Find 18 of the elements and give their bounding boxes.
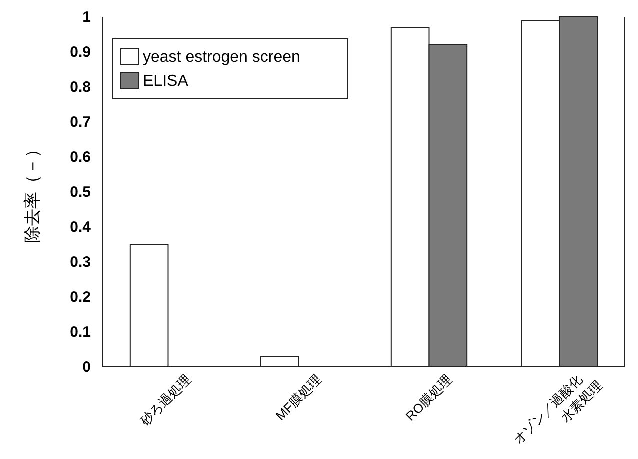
y-axis-title: 除去率（－） (23, 141, 42, 243)
legend-label: ELISA (143, 73, 189, 90)
y-tick-label: 0 (82, 358, 91, 376)
y-tick-label: 0.5 (70, 184, 91, 201)
y-tick-label: 0.4 (70, 218, 92, 236)
y-tick-label: 0.6 (70, 148, 91, 166)
x-tick-label: 砂ろ過処理 (136, 372, 194, 430)
legend-label: yeast estrogen screen (143, 49, 300, 66)
x-tick-label: オゾン／過酸化水素処理 (510, 372, 606, 448)
x-tick-label: MF膜処理 (272, 372, 324, 424)
y-tick-label: 0.2 (70, 288, 91, 306)
y-tick-label: 0.8 (70, 78, 91, 96)
y-tick-label: 0.1 (70, 324, 91, 341)
y-tick-label: 0.3 (70, 254, 91, 271)
y-tick-label: 0.7 (70, 114, 91, 131)
y-tick-label: 0.9 (70, 44, 91, 61)
x-tick-label: RO膜処理 (402, 372, 455, 424)
y-tick-label: 1 (82, 8, 91, 26)
